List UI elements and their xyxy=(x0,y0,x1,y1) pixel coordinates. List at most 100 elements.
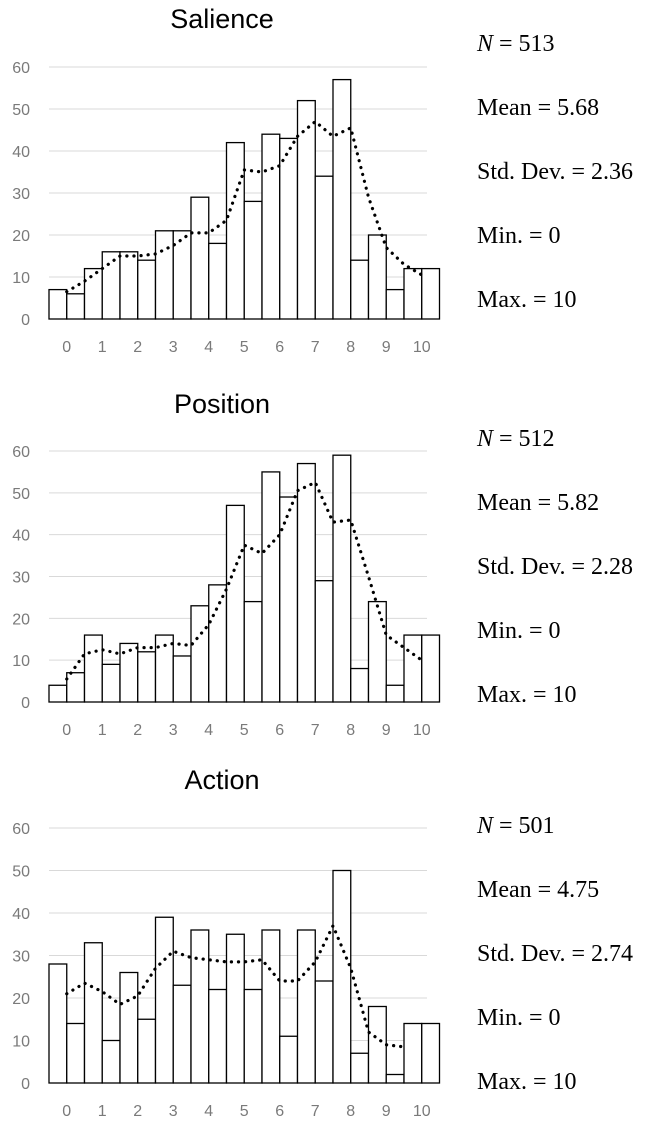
x-tick-label: 3 xyxy=(169,722,178,739)
bar xyxy=(119,971,139,1084)
y-tick-label: 20 xyxy=(12,611,30,628)
x-tick-label: 5 xyxy=(240,1103,249,1120)
bar xyxy=(83,634,103,703)
x-tick-label: 0 xyxy=(62,722,71,739)
bar xyxy=(66,672,86,703)
x-tick-label: 1 xyxy=(98,1103,107,1120)
bar xyxy=(225,141,245,320)
y-tick-label: 50 xyxy=(12,486,30,503)
bar xyxy=(190,196,210,320)
y-tick-label: 10 xyxy=(12,653,30,670)
histogram-chart-action: Action 0 10 20 30 40 50 60 0 1 2 3 4 5 6 7 8 9 10 xyxy=(12,765,441,1120)
x-tick-label: 3 xyxy=(169,339,178,356)
bar xyxy=(48,963,68,1084)
bar xyxy=(137,651,157,703)
y-axis-ticks: 0 10 20 30 40 50 60 xyxy=(12,444,30,712)
bar xyxy=(261,471,281,703)
bar xyxy=(190,605,210,703)
y-tick-label: 50 xyxy=(12,102,30,119)
bar xyxy=(296,462,316,703)
bar xyxy=(154,230,174,320)
x-tick-label: 5 xyxy=(240,339,249,356)
bar xyxy=(66,1022,86,1084)
y-tick-label: 10 xyxy=(12,270,30,287)
bar xyxy=(279,1035,299,1084)
bar xyxy=(48,288,68,320)
x-tick-label: 7 xyxy=(311,1103,320,1120)
sd-stat: Std. Dev. = 2.28 xyxy=(477,554,633,580)
x-tick-label: 2 xyxy=(133,1103,142,1120)
y-tick-label: 30 xyxy=(12,949,30,966)
bars xyxy=(48,78,441,320)
bar xyxy=(137,259,157,320)
n-stat-label: N xyxy=(477,31,494,57)
x-tick-label: 10 xyxy=(413,339,431,356)
x-axis-ticks: 0 1 2 3 4 5 6 7 8 9 10 xyxy=(62,1103,430,1120)
n-stat: N = 513 xyxy=(477,30,555,58)
bar xyxy=(403,634,423,703)
bar xyxy=(385,1073,405,1084)
x-tick-label: 3 xyxy=(169,1103,178,1120)
bar xyxy=(83,267,103,320)
x-tick-label: 1 xyxy=(98,339,107,356)
y-tick-label: 30 xyxy=(12,570,30,587)
chart-panel-salience: Salience 0 10 20 30 40 50 60 0 1 2 3 4 5 6 7 8 9 10 N = … xyxy=(0,0,666,372)
min-stat: Min. = 0 xyxy=(477,223,561,249)
bar xyxy=(101,663,121,703)
bar xyxy=(385,684,405,703)
y-tick-label: 60 xyxy=(12,60,30,77)
trend-line-path xyxy=(65,924,406,1049)
bar xyxy=(66,293,86,320)
bar xyxy=(243,988,263,1084)
min-stat: Min. = 0 xyxy=(477,618,561,644)
x-tick-label: 9 xyxy=(382,339,391,356)
y-axis-ticks: 0 10 20 30 40 50 60 xyxy=(12,821,30,1093)
bar xyxy=(172,984,192,1084)
bar xyxy=(403,267,423,320)
bar xyxy=(367,234,387,320)
bar xyxy=(83,942,103,1084)
trend-line xyxy=(65,480,424,681)
max-stat: Max. = 10 xyxy=(477,287,577,313)
sd-stat: Std. Dev. = 2.36 xyxy=(477,159,633,185)
y-tick-label: 0 xyxy=(21,312,30,329)
mean-stat: Mean = 5.82 xyxy=(477,490,600,516)
bar xyxy=(403,1022,423,1084)
min-stat: Min. = 0 xyxy=(477,1005,561,1031)
x-tick-label: 6 xyxy=(275,1103,284,1120)
x-axis-ticks: 0 1 2 3 4 5 6 7 8 9 10 xyxy=(62,339,430,356)
bar xyxy=(350,667,370,703)
x-tick-label: 5 xyxy=(240,722,249,739)
max-stat: Max. = 10 xyxy=(477,682,577,708)
bar xyxy=(350,259,370,320)
bar xyxy=(421,634,441,703)
sd-stat: Std. Dev. = 2.74 xyxy=(477,941,633,967)
bar xyxy=(296,929,316,1084)
bar xyxy=(101,251,121,320)
n-stat-value: = 513 xyxy=(499,31,555,57)
bar xyxy=(208,988,228,1084)
y-tick-label: 0 xyxy=(21,695,30,712)
bar xyxy=(332,869,352,1084)
x-tick-label: 0 xyxy=(62,339,71,356)
chart-title: Action xyxy=(184,765,259,795)
x-tick-label: 2 xyxy=(133,339,142,356)
n-stat-value: = 512 xyxy=(499,426,555,452)
x-tick-label: 9 xyxy=(382,722,391,739)
chart-panel-action: Action 0 10 20 30 40 50 60 0 1 2 3 4 5 6 7 8 9 10 N = 50… xyxy=(0,760,666,1132)
bar xyxy=(119,251,139,320)
x-tick-label: 0 xyxy=(62,1103,71,1120)
x-tick-label: 9 xyxy=(382,1103,391,1120)
y-tick-label: 40 xyxy=(12,906,30,923)
x-tick-label: 6 xyxy=(275,722,284,739)
bar xyxy=(332,454,352,703)
n-stat: N = 501 xyxy=(477,812,555,840)
bar xyxy=(314,175,334,320)
bar xyxy=(243,600,263,703)
trend-line xyxy=(65,924,406,1049)
x-tick-label: 8 xyxy=(346,339,355,356)
bar xyxy=(154,916,174,1084)
x-tick-label: 4 xyxy=(204,1103,213,1120)
chart-title: Position xyxy=(174,389,270,419)
bar xyxy=(279,496,299,703)
